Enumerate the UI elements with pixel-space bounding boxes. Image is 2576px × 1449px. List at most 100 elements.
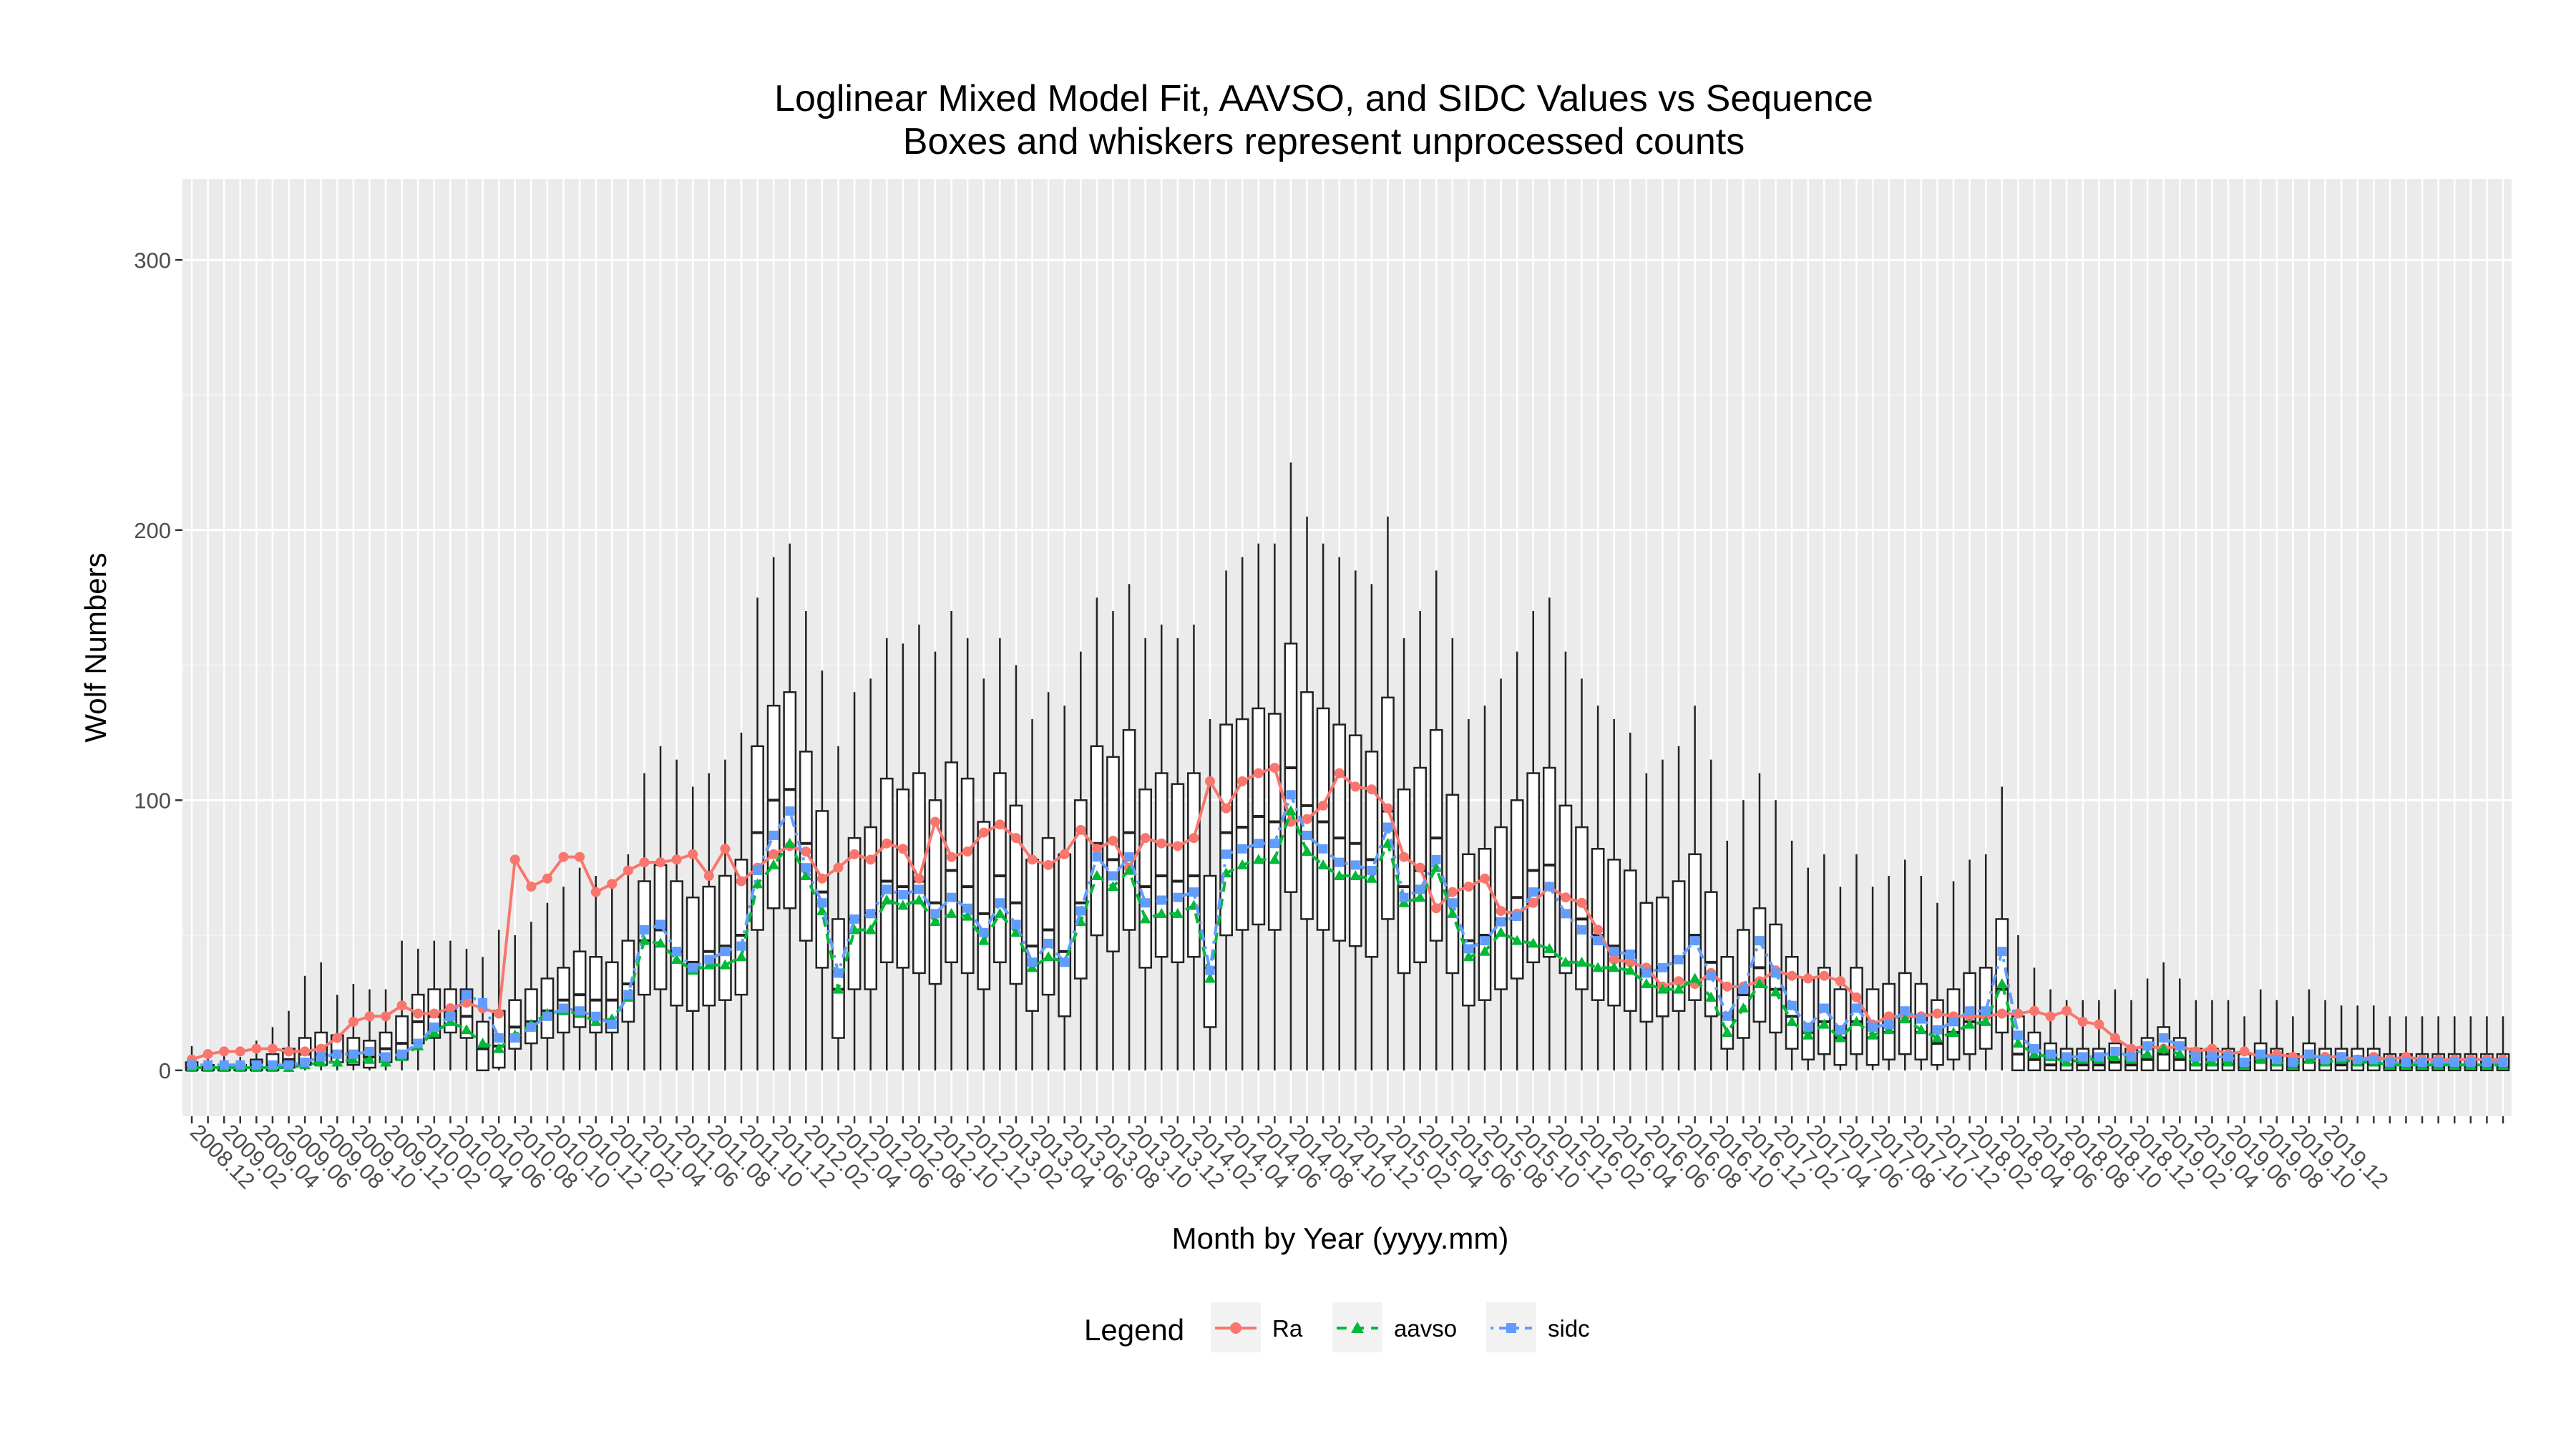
- data-point-aavso: [1640, 978, 1652, 989]
- data-point-aavso: [347, 1053, 359, 1064]
- data-point-aavso: [364, 1053, 376, 1064]
- data-point-ra: [1883, 1011, 1894, 1022]
- box-body: [1752, 907, 1767, 1023]
- data-point-ra: [1431, 903, 1442, 914]
- data-point-aavso: [1236, 859, 1249, 869]
- data-point-ra: [542, 873, 552, 884]
- data-point-sidc: [704, 955, 714, 965]
- data-point-ra: [1221, 803, 1231, 814]
- data-point-ra: [703, 871, 714, 882]
- data-point-ra: [2013, 1008, 2024, 1019]
- data-point-sidc: [1092, 852, 1102, 862]
- box-body: [1656, 896, 1669, 1018]
- data-point-sidc: [397, 1049, 407, 1059]
- data-point-ra: [639, 857, 650, 868]
- box-plot: [896, 643, 910, 1070]
- data-point-sidc: [575, 1006, 585, 1016]
- data-point-aavso: [1963, 1018, 1976, 1029]
- data-point-sidc: [1900, 1006, 1910, 1016]
- data-point-sidc: [1237, 844, 1247, 854]
- data-point-aavso: [1446, 907, 1458, 918]
- data-point-sidc: [882, 884, 892, 894]
- data-point-ra: [348, 1016, 358, 1027]
- data-point-aavso: [1931, 1032, 1943, 1043]
- box-plot: [945, 611, 958, 1070]
- data-point-sidc: [607, 1020, 617, 1030]
- data-point-sidc: [2321, 1055, 2331, 1065]
- data-point-aavso: [703, 959, 715, 970]
- y-axis: 0 100 200 300: [134, 248, 182, 1083]
- box-plot: [847, 692, 862, 1070]
- data-point-sidc: [1512, 912, 1522, 922]
- box-body: [718, 874, 732, 1001]
- data-point-sidc: [914, 884, 924, 894]
- data-point-ra: [1674, 976, 1684, 987]
- box-plot: [1591, 706, 1605, 1070]
- box-plot: [1510, 651, 1524, 1070]
- data-point-sidc: [591, 1011, 601, 1021]
- data-point-ra: [769, 849, 779, 859]
- data-point-ra: [1059, 849, 1070, 859]
- data-point-sidc: [817, 898, 827, 908]
- data-point-ra: [882, 838, 892, 849]
- data-point-aavso: [2061, 1056, 2073, 1067]
- box-body: [928, 799, 942, 985]
- data-point-sidc: [1496, 917, 1506, 927]
- data-point-sidc: [2466, 1057, 2476, 1067]
- y-axis-title: Wolf Numbers: [79, 552, 112, 742]
- box-plot: [1284, 462, 1298, 1070]
- data-point-sidc: [1932, 1025, 1942, 1035]
- data-point-sidc: [995, 898, 1005, 908]
- box-body: [1122, 728, 1136, 931]
- box-plot: [702, 773, 716, 1070]
- data-point-aavso: [1123, 864, 1136, 875]
- legend-keys: Ra aavso sidc: [1211, 1302, 1590, 1352]
- data-point-ra: [526, 882, 537, 892]
- box-plot: [1639, 773, 1654, 1070]
- data-point-sidc: [381, 1052, 391, 1062]
- data-point-ra: [1722, 981, 1732, 992]
- data-point-sidc: [2353, 1055, 2363, 1065]
- data-point-aavso: [784, 837, 796, 848]
- legend-key-marker: [1351, 1322, 1364, 1333]
- data-point-aavso: [1883, 1024, 1895, 1035]
- data-point-sidc: [2013, 1030, 2023, 1040]
- data-point-sidc: [1335, 857, 1345, 867]
- box-body: [1445, 794, 1460, 975]
- data-point-ra: [655, 857, 666, 868]
- data-point-sidc: [348, 1049, 358, 1059]
- data-point-ra: [1075, 824, 1086, 835]
- data-point-ra: [1253, 768, 1264, 779]
- data-point-sidc: [833, 968, 843, 978]
- box-body: [1365, 751, 1379, 958]
- box-body: [1348, 734, 1362, 947]
- data-point-ra: [283, 1046, 294, 1057]
- box-body: [1462, 853, 1475, 1007]
- data-point-ra: [865, 854, 876, 865]
- data-point-sidc: [510, 1033, 520, 1043]
- data-point-sidc: [2336, 1052, 2346, 1062]
- box-plot: [831, 746, 845, 1070]
- data-point-aavso: [2028, 1048, 2040, 1059]
- data-point-ra: [2029, 1005, 2039, 1016]
- data-point-aavso: [331, 1056, 343, 1067]
- data-point-sidc: [2385, 1057, 2395, 1067]
- data-point-ra: [1269, 762, 1280, 773]
- data-point-sidc: [849, 914, 859, 924]
- data-point-ra: [396, 1000, 407, 1011]
- data-point-sidc: [1124, 852, 1134, 862]
- data-point-aavso: [1463, 951, 1475, 962]
- data-point-sidc: [1028, 957, 1038, 967]
- data-point-sidc: [2434, 1057, 2444, 1067]
- data-point-aavso: [2206, 1056, 2218, 1067]
- data-point-ra: [1350, 781, 1361, 792]
- data-point-sidc: [1318, 844, 1328, 854]
- data-point-ra: [1625, 957, 1636, 967]
- data-point-ra: [1140, 833, 1151, 844]
- data-point-ra: [736, 876, 746, 887]
- data-point-aavso: [1107, 881, 1119, 892]
- data-point-aavso: [1543, 942, 1556, 953]
- data-point-sidc: [1302, 830, 1312, 840]
- data-point-aavso: [1317, 859, 1330, 869]
- data-point-sidc: [1593, 936, 1603, 946]
